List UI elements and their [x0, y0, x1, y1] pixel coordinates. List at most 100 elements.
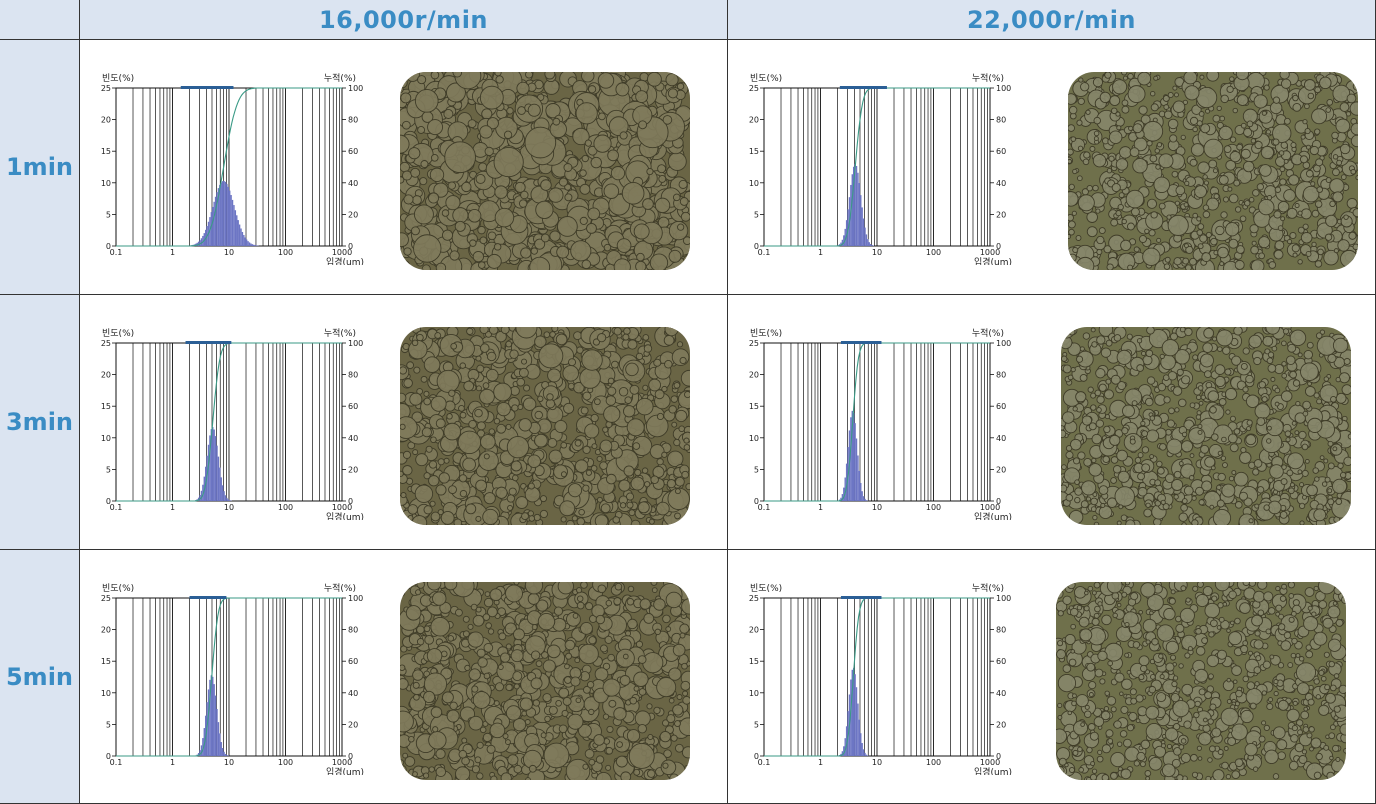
droplet — [620, 771, 632, 780]
droplet — [1332, 168, 1340, 177]
droplet — [630, 519, 641, 525]
droplet — [487, 628, 495, 635]
droplet — [447, 181, 456, 190]
histogram-bar — [202, 484, 204, 501]
droplet — [1195, 486, 1204, 496]
histogram-bar — [217, 456, 220, 501]
droplet — [1077, 451, 1086, 460]
droplet — [642, 198, 654, 210]
droplet — [483, 453, 490, 460]
droplet — [1146, 327, 1155, 335]
droplet — [1072, 406, 1078, 412]
droplet — [1093, 521, 1100, 525]
droplet — [1299, 482, 1305, 488]
histogram-bar — [245, 239, 248, 246]
droplet — [1311, 241, 1317, 248]
droplet — [551, 327, 559, 333]
droplet — [1319, 455, 1325, 461]
droplet — [574, 657, 581, 664]
droplet — [1150, 211, 1158, 219]
droplet — [553, 606, 564, 616]
droplet — [477, 261, 486, 269]
droplet — [567, 483, 583, 498]
droplet — [487, 231, 497, 241]
droplet — [443, 109, 454, 119]
droplet — [1093, 136, 1099, 142]
droplet — [1243, 497, 1253, 507]
droplet — [1346, 197, 1358, 209]
droplet — [1286, 207, 1298, 219]
droplet — [1096, 395, 1105, 404]
column-header-22000: 22,000r/min — [728, 0, 1376, 40]
droplet — [670, 395, 679, 403]
histogram-bar — [209, 217, 211, 246]
droplet — [1191, 519, 1199, 525]
droplet — [1261, 396, 1268, 403]
droplet — [1189, 402, 1196, 409]
droplet — [488, 327, 499, 335]
y2-tick-label: 0 — [348, 242, 353, 251]
droplet — [458, 404, 465, 412]
droplet — [1116, 125, 1122, 131]
droplet — [1233, 327, 1243, 336]
droplet — [1154, 479, 1162, 487]
droplet — [665, 73, 679, 87]
histogram-bar — [220, 742, 222, 756]
droplet — [603, 243, 612, 252]
droplet — [1240, 363, 1248, 370]
droplet — [1289, 370, 1297, 379]
droplet — [423, 505, 433, 515]
droplet — [1100, 347, 1112, 358]
droplet — [647, 734, 654, 741]
droplet — [1116, 520, 1122, 525]
droplet — [1199, 234, 1208, 243]
droplet — [435, 418, 446, 429]
x-axis-label: 입경(um) — [326, 256, 364, 265]
droplet — [674, 488, 681, 495]
droplet — [1329, 200, 1336, 208]
droplet — [668, 405, 677, 414]
histogram-bar — [219, 467, 221, 501]
droplet — [1156, 460, 1163, 468]
droplet — [632, 442, 641, 450]
droplet — [1127, 72, 1134, 80]
droplet — [454, 220, 466, 232]
micrograph-image — [400, 72, 690, 270]
droplet — [1314, 86, 1322, 94]
droplet — [459, 411, 467, 419]
droplet — [1297, 210, 1303, 216]
droplet — [1068, 262, 1076, 270]
droplet — [448, 389, 456, 397]
micrograph-svg — [400, 72, 690, 270]
droplet — [1313, 508, 1327, 522]
droplet — [1146, 140, 1153, 147]
droplet — [1115, 210, 1122, 217]
droplet — [1158, 153, 1174, 169]
droplet — [1290, 141, 1297, 149]
droplet — [1196, 87, 1218, 109]
y2-tick-label: 60 — [348, 147, 358, 156]
droplet — [1200, 444, 1210, 454]
droplet — [1137, 486, 1148, 497]
droplet — [1298, 502, 1306, 510]
droplet — [430, 436, 437, 444]
droplet — [1292, 94, 1299, 102]
droplet — [506, 435, 530, 459]
histogram-bar — [197, 241, 200, 246]
y2-tick-label: 60 — [348, 402, 358, 411]
droplet — [540, 233, 550, 243]
droplet — [663, 334, 675, 346]
droplet — [662, 115, 673, 125]
droplet — [423, 356, 441, 373]
droplet — [507, 504, 513, 511]
droplet — [412, 195, 422, 205]
droplet — [1116, 349, 1132, 365]
droplet — [576, 346, 584, 354]
droplet — [514, 181, 526, 193]
droplet — [465, 503, 477, 515]
droplet — [441, 229, 454, 241]
histogram-bar — [844, 228, 846, 246]
droplet — [452, 207, 469, 224]
droplet — [1231, 355, 1242, 366]
histogram-bar — [855, 438, 858, 501]
